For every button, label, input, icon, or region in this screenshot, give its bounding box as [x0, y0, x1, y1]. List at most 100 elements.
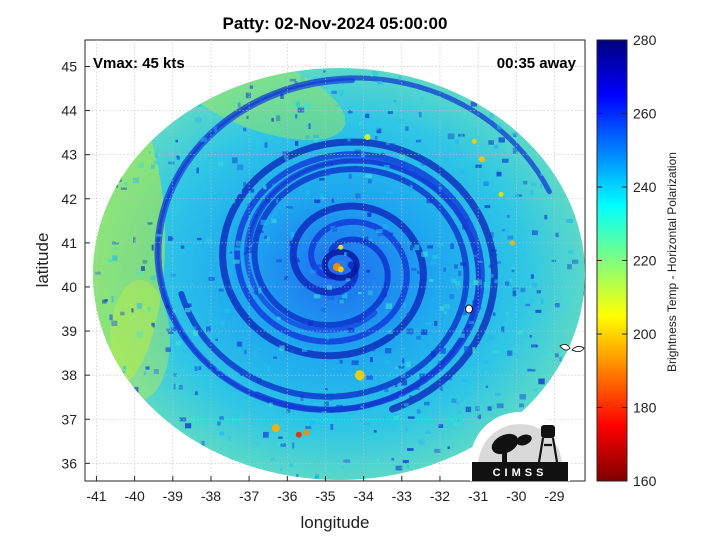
texture-pixel: [451, 278, 457, 284]
texture-pixel: [382, 293, 388, 297]
texture-pixel: [501, 326, 505, 333]
texture-pixel: [493, 144, 499, 149]
texture-pixel: [472, 300, 479, 306]
texture-pixel: [406, 328, 414, 335]
texture-pixel: [150, 275, 157, 281]
texture-pixel: [427, 245, 434, 249]
texture-pixel: [190, 283, 195, 286]
texture-pixel: [351, 360, 359, 366]
texture-pixel: [247, 203, 253, 206]
texture-pixel: [474, 306, 482, 310]
texture-pixel: [475, 279, 482, 286]
texture-pixel: [120, 187, 127, 190]
texture-pixel: [435, 102, 439, 105]
texture-pixel: [363, 422, 370, 426]
y-axis-ticks: 36 37 38 39 40 41 42 43 44 45: [61, 58, 90, 471]
texture-pixel: [415, 139, 422, 143]
texture-pixel: [260, 219, 268, 226]
texture-pixel: [393, 99, 397, 103]
texture-pixel: [437, 360, 444, 364]
x-tick-label: -39: [163, 488, 183, 504]
texture-pixel: [368, 179, 372, 184]
texture-pixel: [312, 455, 316, 459]
y-tick-label: 41: [61, 235, 77, 251]
texture-pixel: [385, 303, 392, 309]
texture-pixel: [365, 174, 372, 178]
texture-pixel: [568, 250, 574, 254]
texture-pixel: [505, 312, 509, 316]
texture-pixel: [395, 465, 403, 471]
texture-pixel: [456, 410, 462, 415]
colorbar: 160 180 200 220 240 260 280 Brightness Temp - …: [596, 32, 679, 489]
warm-spot: [303, 429, 310, 436]
texture-pixel: [153, 160, 159, 164]
texture-pixel: [325, 388, 328, 391]
texture-pixel: [256, 348, 263, 351]
texture-pixel: [559, 356, 562, 362]
texture-pixel: [417, 270, 421, 275]
texture-pixel: [421, 160, 425, 166]
x-axis-ticks: -41 -40 -39 -38 -37 -36 -35 -34 -33 -32 -31 -30 -29: [86, 476, 565, 504]
texture-pixel: [151, 322, 154, 327]
texture-pixel: [300, 75, 305, 82]
texture-pixel: [443, 203, 447, 209]
texture-pixel: [354, 149, 361, 154]
x-tick-label: -40: [125, 488, 145, 504]
texture-pixel: [488, 264, 494, 268]
texture-pixel: [271, 183, 276, 186]
y-tick-label: 45: [61, 58, 77, 74]
texture-pixel: [512, 287, 519, 290]
texture-pixel: [236, 240, 241, 247]
texture-pixel: [179, 417, 187, 422]
texture-pixel: [329, 84, 334, 89]
texture-pixel: [286, 206, 293, 209]
texture-pixel: [388, 330, 393, 335]
texture-pixel: [383, 416, 386, 419]
texture-pixel: [453, 423, 459, 426]
texture-pixel: [466, 218, 469, 222]
texture-pixel: [418, 439, 425, 445]
texture-pixel: [509, 278, 513, 283]
texture-pixel: [478, 260, 483, 263]
texture-pixel: [460, 262, 467, 266]
texture-pixel: [510, 267, 515, 270]
texture-pixel: [444, 310, 447, 315]
texture-pixel: [219, 431, 225, 436]
texture-pixel: [527, 368, 532, 372]
texture-pixel: [183, 348, 187, 354]
texture-pixel: [166, 304, 170, 309]
texture-pixel: [291, 437, 295, 441]
texture-pixel: [501, 158, 509, 163]
x-tick-label: -35: [315, 488, 335, 504]
texture-pixel: [283, 432, 287, 438]
texture-pixel: [458, 333, 465, 338]
texture-pixel: [339, 299, 345, 304]
y-tick-label: 39: [61, 323, 77, 339]
texture-pixel: [283, 154, 289, 160]
texture-pixel: [230, 200, 236, 204]
texture-pixel: [217, 421, 221, 426]
texture-pixel: [367, 212, 372, 217]
texture-pixel: [547, 352, 553, 358]
texture-pixel: [156, 234, 162, 237]
texture-pixel: [151, 244, 154, 251]
texture-pixel: [443, 303, 451, 309]
texture-pixel: [123, 182, 129, 186]
texture-pixel: [487, 406, 492, 411]
texture-pixel: [369, 238, 373, 241]
texture-pixel: [271, 211, 277, 217]
texture-pixel: [475, 164, 482, 168]
texture-pixel: [200, 137, 208, 142]
texture-pixel: [305, 426, 312, 429]
texture-pixel: [317, 264, 324, 267]
texture-pixel: [234, 247, 242, 251]
texture-pixel: [192, 330, 199, 336]
x-tick-label: -37: [239, 488, 259, 504]
texture-pixel: [463, 310, 467, 316]
texture-pixel: [406, 361, 411, 368]
texture-pixel: [309, 420, 315, 426]
texture-pixel: [111, 320, 118, 327]
texture-pixel: [183, 336, 187, 340]
x-tick-label: -33: [392, 488, 412, 504]
